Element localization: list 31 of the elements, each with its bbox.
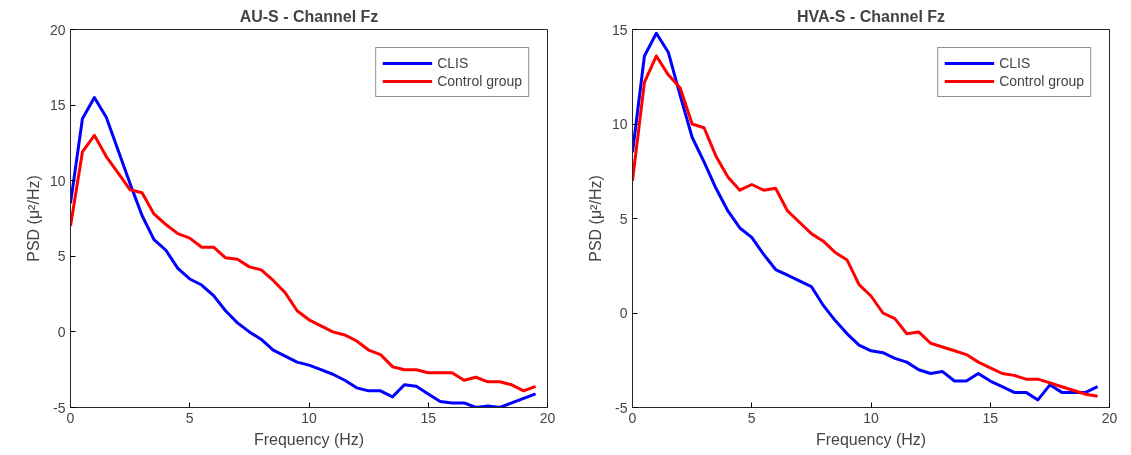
- y-tick-label: 15: [49, 97, 66, 114]
- y-tick-label: -5: [615, 399, 628, 416]
- x-tick-label: 10: [301, 409, 317, 426]
- x-tick-label: 5: [185, 409, 194, 426]
- line-series: [70, 133, 538, 393]
- x-tick-label: 5: [747, 409, 756, 426]
- x-tick-label: 10: [863, 409, 879, 426]
- legend-label: Control group: [999, 72, 1084, 90]
- y-tick-label: 10: [49, 172, 66, 189]
- line-series: [70, 96, 538, 408]
- y-tick-label: 15: [611, 21, 628, 38]
- y-tick-label: 0: [57, 323, 66, 340]
- y-tick-label: 20: [49, 21, 66, 38]
- x-axis-title: Frequency (Hz): [815, 430, 927, 448]
- chart-title: AU-S - Channel Fz: [239, 7, 379, 25]
- y-axis-title: PSD (μ²/Hz): [24, 175, 42, 262]
- y-tick-label: -5: [53, 399, 66, 416]
- legend-label: Control group: [437, 72, 522, 90]
- y-tick-label: 5: [619, 210, 628, 227]
- x-tick-label: 15: [982, 409, 999, 426]
- legend-label: CLIS: [437, 54, 469, 72]
- x-tick-label: 20: [539, 409, 556, 426]
- y-axis-title: PSD (μ²/Hz): [586, 175, 604, 262]
- y-tick-label: 5: [57, 248, 66, 265]
- legend-label: CLIS: [999, 54, 1031, 72]
- x-tick-label: 15: [420, 409, 437, 426]
- chart-title: HVA-S - Channel Fz: [796, 7, 946, 25]
- x-axis-title: Frequency (Hz): [253, 430, 365, 448]
- x-tick-label: 20: [1101, 409, 1118, 426]
- y-tick-label: 0: [619, 305, 628, 321]
- y-tick-label: 10: [611, 116, 628, 132]
